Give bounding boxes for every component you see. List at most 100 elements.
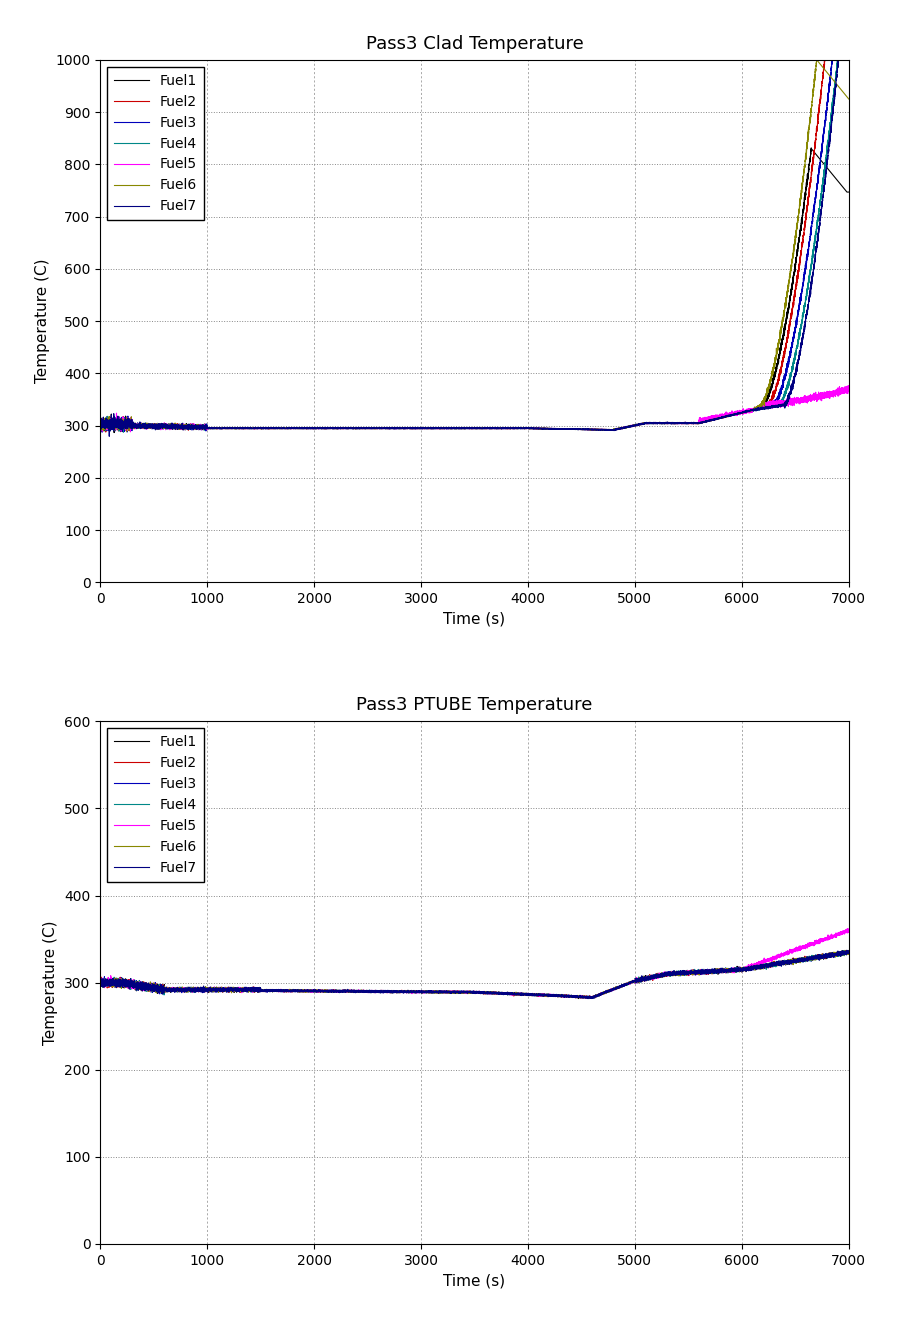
Fuel6 bbox=[214, 983, 224, 999]
Line: Fuel2: Fuel2 bbox=[100, 950, 849, 999]
Line: Fuel3: Fuel3 bbox=[100, 8, 849, 433]
Line: Fuel1: Fuel1 bbox=[100, 951, 849, 999]
Fuel7 bbox=[377, 983, 387, 999]
Line: Fuel5: Fuel5 bbox=[100, 929, 849, 999]
Fuel2 bbox=[214, 982, 224, 998]
Fuel4 bbox=[214, 421, 224, 437]
Fuel1 bbox=[573, 991, 584, 1007]
Fuel4 bbox=[95, 417, 105, 433]
Fuel6 bbox=[843, 91, 854, 107]
Fuel5 bbox=[125, 423, 136, 439]
Fuel7 bbox=[95, 975, 105, 991]
Fuel4 bbox=[214, 982, 224, 998]
Fuel7 bbox=[843, 945, 854, 960]
Fuel3 bbox=[842, 942, 852, 958]
Fuel2 bbox=[269, 983, 280, 999]
Line: Fuel4: Fuel4 bbox=[100, 8, 849, 433]
Fuel6 bbox=[95, 418, 105, 434]
Fuel5 bbox=[377, 983, 387, 999]
Fuel3 bbox=[214, 421, 224, 437]
Fuel2 bbox=[842, 942, 853, 958]
Fuel1 bbox=[269, 421, 280, 437]
Fuel3 bbox=[266, 421, 277, 437]
Fuel7 bbox=[266, 421, 277, 437]
Fuel2 bbox=[843, 52, 854, 67]
Fuel3 bbox=[843, 945, 854, 960]
Fuel3 bbox=[266, 983, 277, 999]
Line: Fuel7: Fuel7 bbox=[100, 950, 849, 999]
Fuel1 bbox=[266, 982, 277, 998]
Title: Pass3 Clad Temperature: Pass3 Clad Temperature bbox=[366, 34, 583, 53]
Fuel2 bbox=[95, 415, 105, 431]
Fuel6 bbox=[838, 943, 849, 959]
Fuel2 bbox=[266, 983, 277, 999]
Line: Fuel6: Fuel6 bbox=[100, 951, 849, 999]
Fuel6 bbox=[264, 421, 275, 437]
Fuel2 bbox=[264, 983, 275, 999]
Fuel5 bbox=[586, 991, 596, 1007]
X-axis label: Time (s): Time (s) bbox=[443, 611, 505, 627]
Line: Fuel2: Fuel2 bbox=[100, 32, 849, 433]
Fuel3 bbox=[95, 976, 105, 992]
Fuel4 bbox=[843, 7, 854, 22]
Fuel7 bbox=[264, 983, 275, 999]
Fuel5 bbox=[95, 414, 105, 430]
Fuel5 bbox=[377, 421, 387, 437]
Fuel6 bbox=[269, 421, 280, 437]
Fuel5 bbox=[770, 951, 781, 967]
Fuel2 bbox=[266, 421, 277, 437]
Fuel5 bbox=[214, 421, 224, 437]
Fuel5 bbox=[95, 975, 105, 991]
Fuel5 bbox=[843, 923, 854, 939]
Fuel6 bbox=[95, 975, 105, 991]
Fuel3 bbox=[96, 425, 107, 441]
Fuel7 bbox=[95, 419, 105, 435]
Fuel1 bbox=[770, 361, 781, 377]
Line: Fuel3: Fuel3 bbox=[100, 950, 849, 999]
X-axis label: Time (s): Time (s) bbox=[443, 1273, 505, 1289]
Fuel2 bbox=[377, 983, 387, 999]
Fuel6 bbox=[770, 349, 781, 365]
Fuel4 bbox=[770, 955, 781, 971]
Fuel1 bbox=[95, 415, 105, 431]
Fuel5 bbox=[842, 921, 853, 937]
Fuel6 bbox=[264, 982, 275, 998]
Line: Fuel6: Fuel6 bbox=[100, 60, 849, 431]
Fuel7 bbox=[269, 983, 280, 999]
Fuel6 bbox=[122, 423, 132, 439]
Fuel7 bbox=[214, 421, 224, 437]
Fuel2 bbox=[843, 946, 854, 962]
Fuel1 bbox=[770, 957, 781, 972]
Fuel2 bbox=[95, 974, 105, 990]
Fuel1 bbox=[377, 421, 387, 437]
Fuel3 bbox=[377, 421, 387, 437]
Fuel6 bbox=[214, 421, 224, 437]
Fuel4 bbox=[377, 421, 387, 437]
Fuel5 bbox=[264, 421, 275, 437]
Fuel7 bbox=[214, 982, 224, 998]
Legend: Fuel1, Fuel2, Fuel3, Fuel4, Fuel5, Fuel6, Fuel7: Fuel1, Fuel2, Fuel3, Fuel4, Fuel5, Fuel6… bbox=[107, 66, 204, 221]
Fuel3 bbox=[95, 418, 105, 434]
Fuel1 bbox=[269, 983, 280, 999]
Fuel3 bbox=[269, 983, 280, 999]
Fuel3 bbox=[843, 13, 854, 29]
Fuel5 bbox=[214, 982, 224, 998]
Fuel6 bbox=[585, 991, 596, 1007]
Fuel7 bbox=[587, 991, 597, 1007]
Fuel1 bbox=[805, 140, 816, 156]
Fuel4 bbox=[95, 975, 105, 991]
Fuel4 bbox=[583, 991, 594, 1007]
Fuel6 bbox=[377, 421, 387, 437]
Fuel3 bbox=[770, 394, 781, 410]
Fuel5 bbox=[770, 394, 781, 410]
Line: Fuel1: Fuel1 bbox=[100, 148, 849, 433]
Fuel1 bbox=[95, 978, 105, 994]
Fuel4 bbox=[266, 983, 277, 999]
Fuel2 bbox=[377, 421, 387, 437]
Fuel4 bbox=[843, 945, 854, 960]
Fuel4 bbox=[842, 942, 853, 958]
Fuel4 bbox=[264, 983, 275, 999]
Fuel7 bbox=[377, 421, 387, 437]
Fuel2 bbox=[269, 421, 280, 437]
Fuel3 bbox=[214, 983, 224, 999]
